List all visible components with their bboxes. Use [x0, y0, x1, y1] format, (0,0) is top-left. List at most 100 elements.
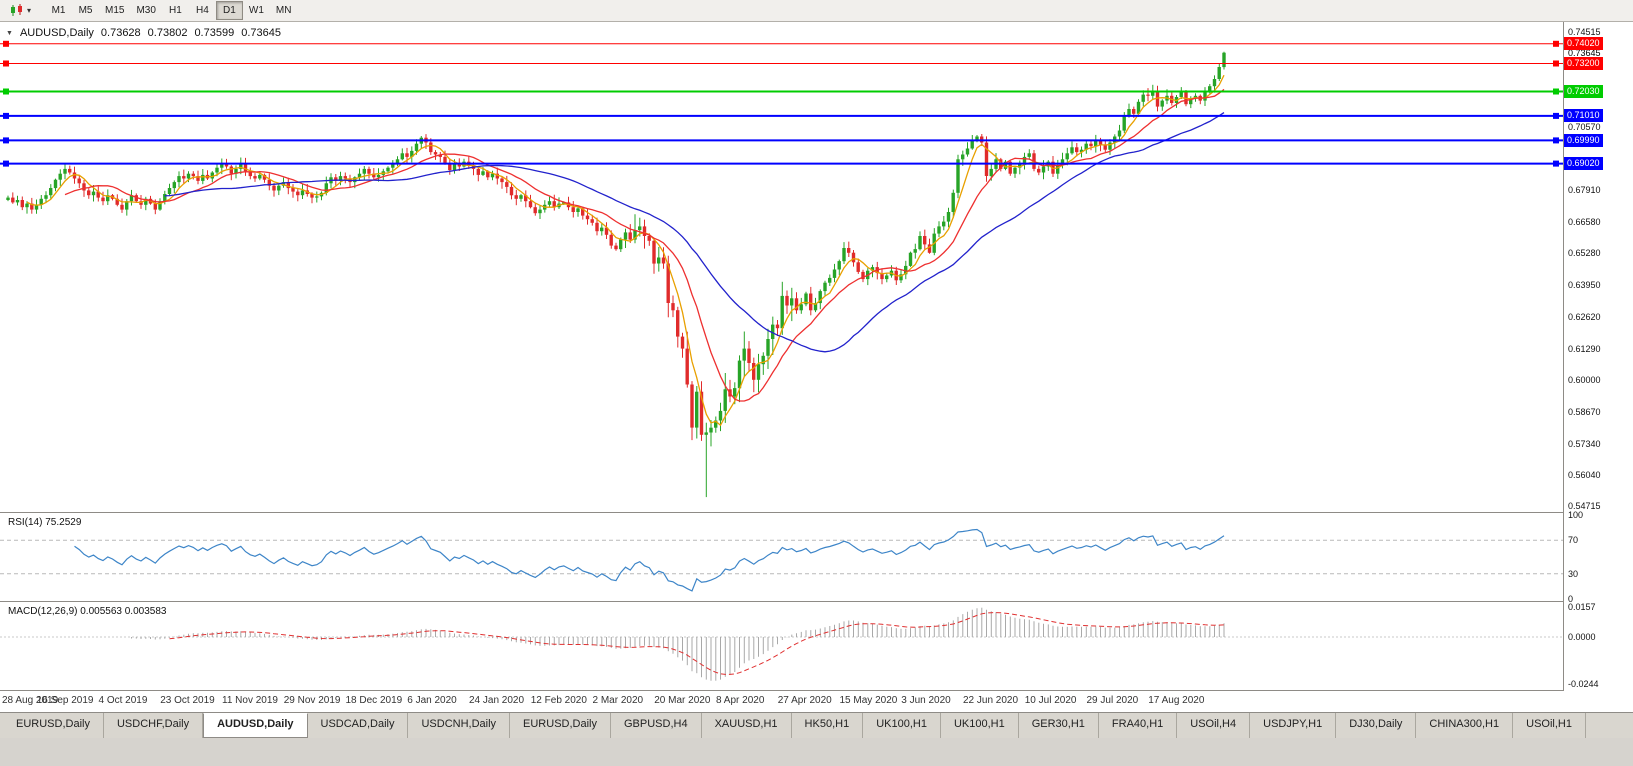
price-line-badge: 0.74020 — [1564, 37, 1603, 51]
price-tick-label: 0.65280 — [1568, 248, 1601, 259]
ohlc-close: 0.73645 — [241, 27, 281, 39]
price-line-badge: 0.72030 — [1564, 85, 1603, 98]
chart-tab-gbpusd-h4[interactable]: GBPUSD,H4 — [611, 713, 702, 738]
time-axis-label: 11 Nov 2019 — [222, 695, 278, 706]
timeframe-buttons: M1 M5 M15 M30 H1 H4 D1 W1 MN — [45, 1, 297, 20]
chart-type-button[interactable]: ▾ — [4, 1, 37, 20]
rsi-chart[interactable] — [0, 513, 1563, 601]
timeframe-button-h4[interactable]: H4 — [189, 1, 216, 20]
chart-tab-dj30-daily[interactable]: DJ30,Daily — [1336, 713, 1417, 738]
chart-tabs-bar: EURUSD,Daily USDCHF,Daily AUDUSD,Daily USDC… — [0, 712, 1633, 738]
time-axis-label: 16 Sep 2019 — [36, 695, 94, 706]
timeframe-button-mn[interactable]: MN — [270, 1, 298, 20]
candlestick-chart-icon — [11, 4, 22, 16]
time-axis-label: 29 Nov 2019 — [283, 695, 341, 706]
rsi-axis-label: 0 — [1568, 594, 1574, 604]
collapse-triangle-icon: ▼ — [6, 29, 13, 37]
timeframe-button-m30[interactable]: M30 — [130, 1, 161, 20]
chart-tab-eurusd-daily[interactable]: EURUSD,Daily — [510, 713, 611, 738]
timeframe-button-m15[interactable]: M15 — [99, 1, 130, 20]
chart-tab-eurusd-daily[interactable]: EURUSD,Daily — [3, 713, 104, 738]
time-axis-label: 4 Oct 2019 — [98, 695, 148, 706]
chart-tab-usdjpy-h1[interactable]: USDJPY,H1 — [1250, 713, 1337, 738]
time-axis-label: 20 Mar 2020 — [654, 695, 711, 706]
chart-tab-china300-h1[interactable]: CHINA300,H1 — [1416, 713, 1514, 738]
price-axis: 0.74515 0.70570 0.67910 0.66580 0.65280 0.639… — [1563, 22, 1633, 711]
chart-tab-uk100-h1[interactable]: UK100,H1 — [863, 713, 941, 738]
chart-tab-ger30-h1[interactable]: GER30,H1 — [1019, 713, 1099, 738]
chart-tab-usoil-h1[interactable]: USOil,H1 — [1513, 713, 1586, 738]
macd-axis-label: 0.0000 — [1568, 632, 1596, 642]
rsi-axis-label: 100 — [1568, 510, 1584, 520]
timeframe-button-m1[interactable]: M1 — [45, 1, 72, 20]
current-price-label: 0.73645 — [1568, 47, 1601, 58]
macd-panel[interactable]: MACD(12,26,9) 0.005563 0.003583 — [0, 602, 1563, 690]
chart-tab-xauusd-h1[interactable]: XAUUSD,H1 — [702, 713, 792, 738]
divider — [0, 690, 1633, 691]
macd-axis-label: 0.0157 — [1568, 602, 1596, 612]
time-axis-label: 18 Dec 2019 — [345, 695, 403, 706]
chart-tab-fra40-h1[interactable]: FRA40,H1 — [1099, 713, 1178, 738]
macd-label: MACD(12,26,9) 0.005563 0.003583 — [8, 606, 167, 617]
chart-tab-uk100-h1[interactable]: UK100,H1 — [941, 713, 1019, 738]
time-axis-label: 28 Aug 2019 — [2, 695, 59, 706]
time-axis-label: 15 May 2020 — [839, 695, 898, 706]
macd-chart[interactable] — [0, 602, 1563, 690]
price-tick-label: 0.54715 — [1568, 501, 1601, 512]
time-axis-label: 6 Jan 2020 — [407, 695, 457, 706]
ohlc-low: 0.73599 — [194, 27, 235, 39]
ohlc-high: 0.73802 — [147, 27, 188, 39]
chart-tab-usdcad-daily[interactable]: USDCAD,Daily — [308, 713, 409, 738]
price-tick-label: 0.57340 — [1568, 438, 1601, 449]
price-tick-label: 0.56040 — [1568, 469, 1601, 480]
timeframe-button-w1[interactable]: W1 — [243, 1, 270, 20]
rsi-axis-label: 30 — [1568, 568, 1579, 579]
time-axis-label: 2 Mar 2020 — [592, 695, 644, 706]
rsi-panel[interactable]: RSI(14) 75.2529 — [0, 513, 1563, 601]
chart-tab-usoil-h4[interactable]: USOil,H4 — [1177, 713, 1251, 738]
price-tick-label: 0.58670 — [1568, 406, 1601, 417]
chart-header: ▼ AUDUSD,Daily 0.73628 0.73802 0.73599 0… — [6, 27, 281, 39]
chart-symbol-period: AUDUSD,Daily — [19, 27, 94, 39]
price-tick-label: 0.70570 — [1568, 121, 1601, 132]
chart-tab-usdcnh-daily[interactable]: USDCNH,Daily — [408, 713, 511, 738]
price-line-badge: 0.69020 — [1564, 157, 1603, 171]
time-axis-label: 27 Apr 2020 — [777, 695, 832, 706]
ohlc-open: 0.73628 — [100, 27, 141, 39]
time-axis: 28 Aug 2019 16 Sep 2019 4 Oct 2019 23 Oct 2… — [0, 691, 1633, 712]
panel-splitter[interactable] — [0, 512, 1633, 513]
price-tick-label: 0.66580 — [1568, 217, 1601, 228]
time-axis-label: 10 Jul 2020 — [1024, 695, 1077, 706]
time-axis-label: 22 Jun 2020 — [963, 695, 1019, 706]
timeframe-button-m5[interactable]: M5 — [72, 1, 99, 20]
panel-splitter[interactable] — [0, 601, 1633, 602]
candlestick-chart[interactable] — [0, 22, 1563, 512]
price-line-badge: 0.73200 — [1564, 57, 1603, 70]
toolbar: ▾ M1 M5 M15 M30 H1 H4 D1 W1 MN — [0, 0, 1633, 22]
chevron-down-icon: ▾ — [27, 5, 32, 15]
price-line-badge: 0.69990 — [1564, 133, 1603, 147]
timeframe-button-h1[interactable]: H1 — [162, 1, 189, 20]
price-tick-label: 0.74515 — [1568, 26, 1601, 37]
time-axis-label: 29 Jul 2020 — [1086, 695, 1139, 706]
price-tick-label: 0.67910 — [1568, 185, 1601, 196]
timeframe-button-d1[interactable]: D1 — [215, 1, 243, 20]
rsi-label: RSI(14) 75.2529 — [8, 517, 82, 528]
chart-tab-audusd-daily[interactable]: AUDUSD,Daily — [203, 713, 308, 738]
time-axis-label: 23 Oct 2019 — [160, 695, 215, 706]
time-axis-label: 12 Feb 2020 — [530, 695, 587, 706]
price-line-badge: 0.71010 — [1564, 109, 1603, 123]
main-chart-panel[interactable]: ▼ AUDUSD,Daily 0.73628 0.73802 0.73599 0… — [0, 22, 1563, 512]
time-axis-label: 8 Apr 2020 — [716, 695, 765, 706]
price-tick-label: 0.63950 — [1568, 280, 1601, 291]
chart-tab-usdchf-daily[interactable]: USDCHF,Daily — [104, 713, 204, 738]
price-tick-label: 0.60000 — [1568, 374, 1601, 385]
rsi-axis-label: 70 — [1568, 535, 1579, 546]
time-axis-label: 17 Aug 2020 — [1148, 695, 1205, 706]
price-tick-label: 0.61290 — [1568, 343, 1601, 354]
macd-axis-label: -0.0244 — [1568, 678, 1599, 689]
time-axis-label: 24 Jan 2020 — [469, 695, 525, 706]
chart-tab-hk50-h1[interactable]: HK50,H1 — [792, 713, 864, 738]
time-axis-label: 3 Jun 2020 — [901, 695, 951, 706]
price-tick-label: 0.62620 — [1568, 312, 1601, 322]
